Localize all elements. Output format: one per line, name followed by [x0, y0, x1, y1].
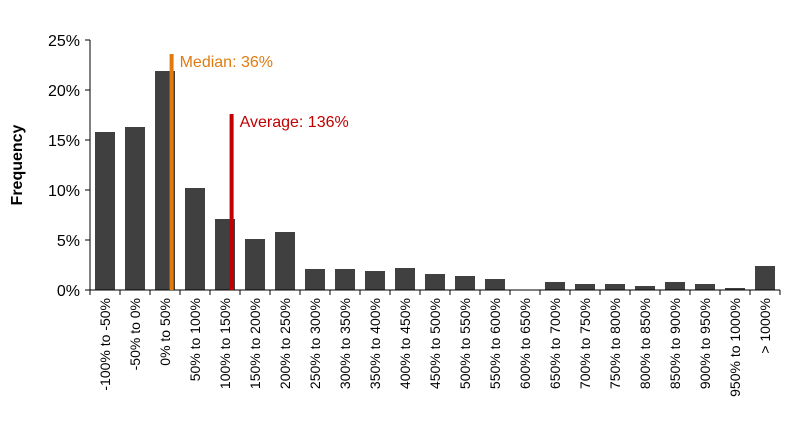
x-tick-label: 50% to 100%: [187, 298, 203, 381]
bar: [725, 288, 745, 290]
bar: [245, 239, 265, 290]
bar: [605, 284, 625, 290]
x-tick-label: 550% to 600%: [487, 298, 503, 389]
bar: [305, 269, 325, 290]
x-tick-label: 500% to 550%: [457, 298, 473, 389]
y-axis: 0% 5% 10% 15% 20% 25%: [48, 33, 91, 300]
x-tick-label: -100% to -50%: [97, 298, 113, 391]
x-tick-label: 600% to 650%: [517, 298, 533, 389]
x-tick-label: 250% to 300%: [307, 298, 323, 389]
x-tick-label: -50% to 0%: [127, 298, 143, 370]
bar: [425, 274, 445, 290]
annotation-label: Median: 36%: [180, 54, 273, 71]
y-tick-label: 0%: [57, 283, 80, 300]
x-tick-label: 300% to 350%: [337, 298, 353, 389]
x-tick-label: 200% to 250%: [277, 298, 293, 389]
x-tick-label: > 1000%: [757, 298, 773, 354]
bar: [485, 279, 505, 290]
bar: [665, 282, 685, 290]
bar: [335, 269, 355, 290]
bar: [125, 127, 145, 290]
x-tick-label: 850% to 900%: [667, 298, 683, 389]
y-tick-label: 25%: [48, 33, 80, 50]
bar: [365, 271, 385, 290]
bar: [695, 284, 715, 290]
x-axis: -100% to -50% -50% to 0% 0% to 50% 50% to 1…: [89, 289, 781, 397]
x-tick-label: 0% to 50%: [157, 298, 173, 366]
x-tick-label: 150% to 200%: [247, 298, 263, 389]
bars: [95, 71, 775, 290]
y-axis-label: Frequency: [9, 124, 26, 205]
x-tick-label: 700% to 750%: [577, 298, 593, 389]
bar: [395, 268, 415, 290]
bar: [275, 232, 295, 290]
bar: [185, 188, 205, 290]
y-tick-label: 10%: [48, 183, 80, 200]
x-tick-label: 800% to 850%: [637, 298, 653, 389]
y-tick-label: 15%: [48, 133, 80, 150]
annotation-label: Average: 136%: [240, 114, 349, 131]
x-tick-label: 900% to 950%: [697, 298, 713, 389]
bar: [635, 286, 655, 290]
annotations: Median: 36% Average: 136%: [169, 54, 349, 290]
x-tick-label: 750% to 800%: [607, 298, 623, 389]
y-tick-label: 20%: [48, 83, 80, 100]
bar: [575, 284, 595, 290]
x-tick-label: 950% to 1000%: [727, 298, 743, 397]
x-tick-label: 350% to 400%: [367, 298, 383, 389]
bar: [455, 276, 475, 290]
bar: [755, 266, 775, 290]
bar: [545, 282, 565, 290]
x-tick-label: 450% to 500%: [427, 298, 443, 389]
x-tick-label: 100% to 150%: [217, 298, 233, 389]
x-tick-label: 400% to 450%: [397, 298, 413, 389]
bar: [95, 132, 115, 290]
x-tick-label: 650% to 700%: [547, 298, 563, 389]
y-tick-label: 5%: [57, 233, 80, 250]
